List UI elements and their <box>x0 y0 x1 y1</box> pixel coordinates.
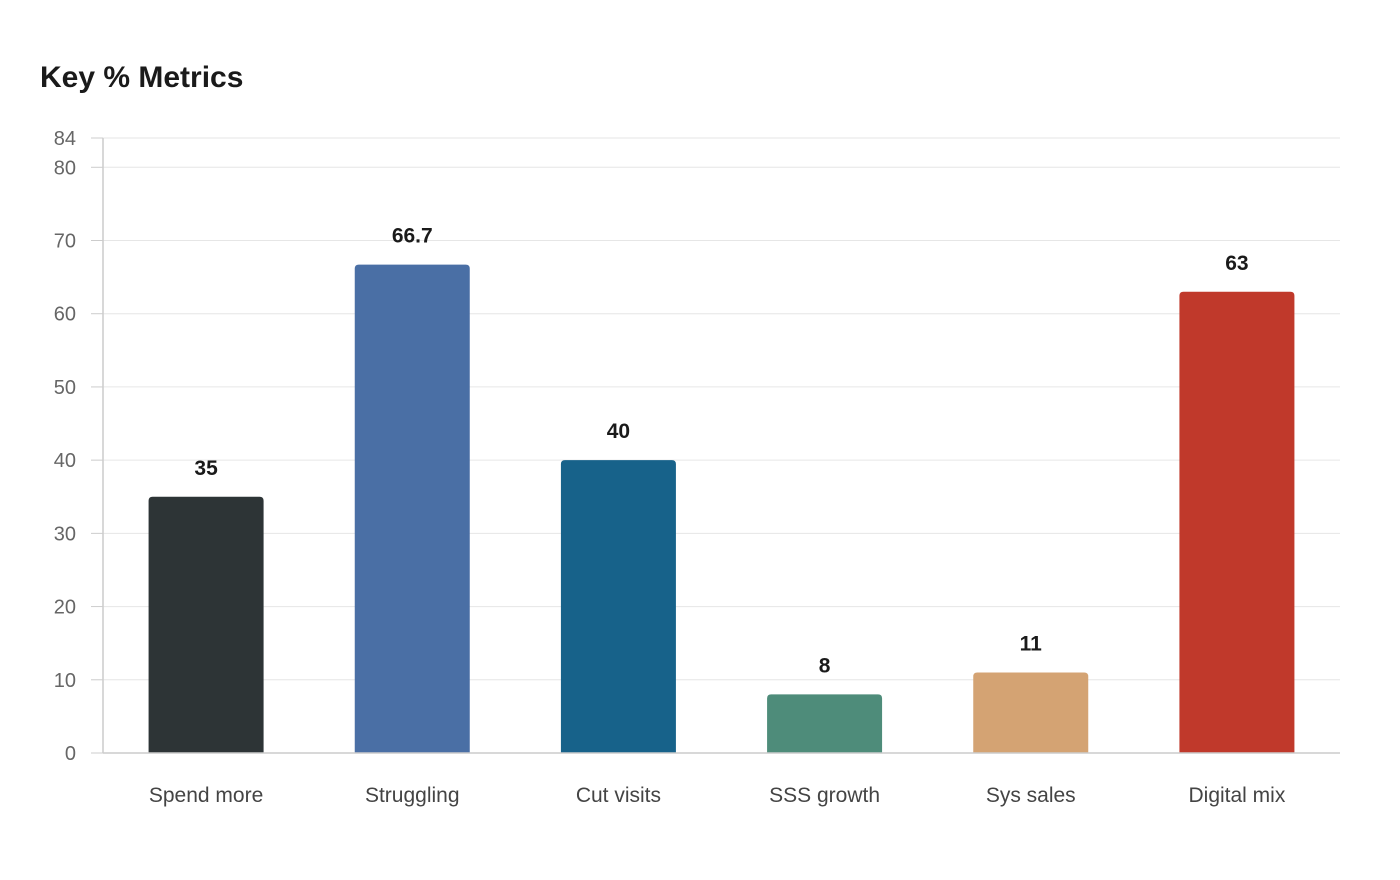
y-tick-label: 60 <box>54 304 76 326</box>
bar-sys-sales <box>973 672 1089 753</box>
bar-sss-growth <box>767 694 883 753</box>
bar-value-label: 8 <box>819 654 831 677</box>
y-tick-label: 10 <box>54 670 76 692</box>
bars <box>148 264 1295 753</box>
bar-cut-visits <box>560 460 676 753</box>
x-category-label: SSS growth <box>769 784 880 807</box>
y-tick-label: 84 <box>54 128 76 150</box>
y-tick-label: 40 <box>54 450 76 472</box>
bar-struggling <box>354 264 470 753</box>
value-labels: 35 66.7 40 8 11 63 <box>194 225 1248 678</box>
y-tick-label: 0 <box>65 743 76 765</box>
bar-value-label: 35 <box>194 457 218 480</box>
x-axis-categories: Spend more Struggling Cut visits SSS growth… <box>149 784 1286 807</box>
x-category-label: Spend more <box>149 784 263 807</box>
bar-value-label: 40 <box>607 420 630 443</box>
y-tick-label: 30 <box>54 523 76 545</box>
chart-title: Key % Metrics <box>40 61 244 94</box>
y-tick-label: 20 <box>54 597 76 619</box>
x-category-label: Digital mix <box>1188 784 1285 807</box>
bar-value-label: 66.7 <box>392 225 433 248</box>
y-tick-label: 70 <box>54 231 76 253</box>
y-tick-label: 80 <box>54 157 76 179</box>
x-category-label: Sys sales <box>986 784 1076 807</box>
x-category-label: Struggling <box>365 784 460 807</box>
y-axis-ticks: 0 10 20 30 40 50 60 70 80 84 <box>54 128 103 765</box>
bar-spend-more <box>148 496 264 753</box>
grid-lines <box>103 137 1340 681</box>
x-category-label: Cut visits <box>576 784 661 807</box>
y-tick-label: 50 <box>54 377 76 399</box>
bar-value-label: 63 <box>1225 252 1248 275</box>
bar-value-label: 11 <box>1020 632 1043 655</box>
bar-digital-mix <box>1179 291 1295 753</box>
